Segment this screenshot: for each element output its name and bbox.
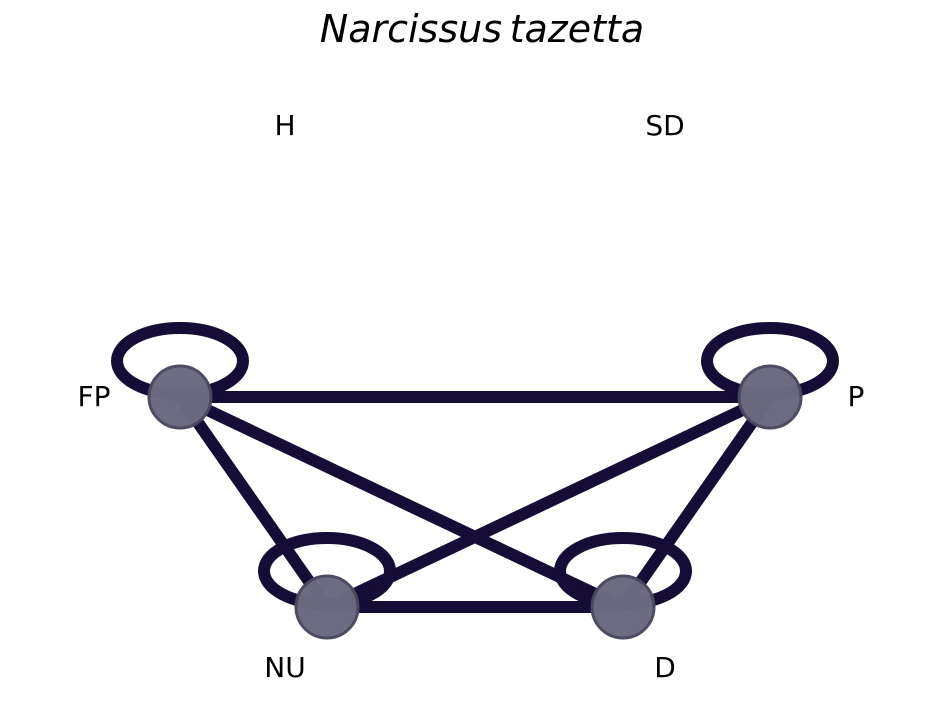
edge-fp-nu — [175, 393, 332, 611]
node-label-sd: SD — [645, 109, 684, 142]
edges-layer — [175, 391, 775, 613]
node-nu — [294, 574, 360, 640]
node-p — [737, 364, 803, 430]
node-label-p: P — [848, 380, 865, 413]
node-label-d: D — [654, 651, 676, 684]
diagram-title: Narcissus tazetta — [320, 7, 644, 51]
node-labels-layer: H SD FP P NU D — [78, 109, 865, 684]
node-fp — [147, 364, 213, 430]
edge-p-d — [618, 393, 775, 611]
nodes-layer — [147, 364, 803, 640]
edge-p-nu — [324, 391, 773, 613]
node-label-nu: NU — [264, 651, 305, 684]
edge-fp-d — [177, 391, 626, 613]
node-label-fp: FP — [78, 380, 111, 413]
node-d — [590, 574, 656, 640]
node-label-h: H — [274, 109, 295, 142]
